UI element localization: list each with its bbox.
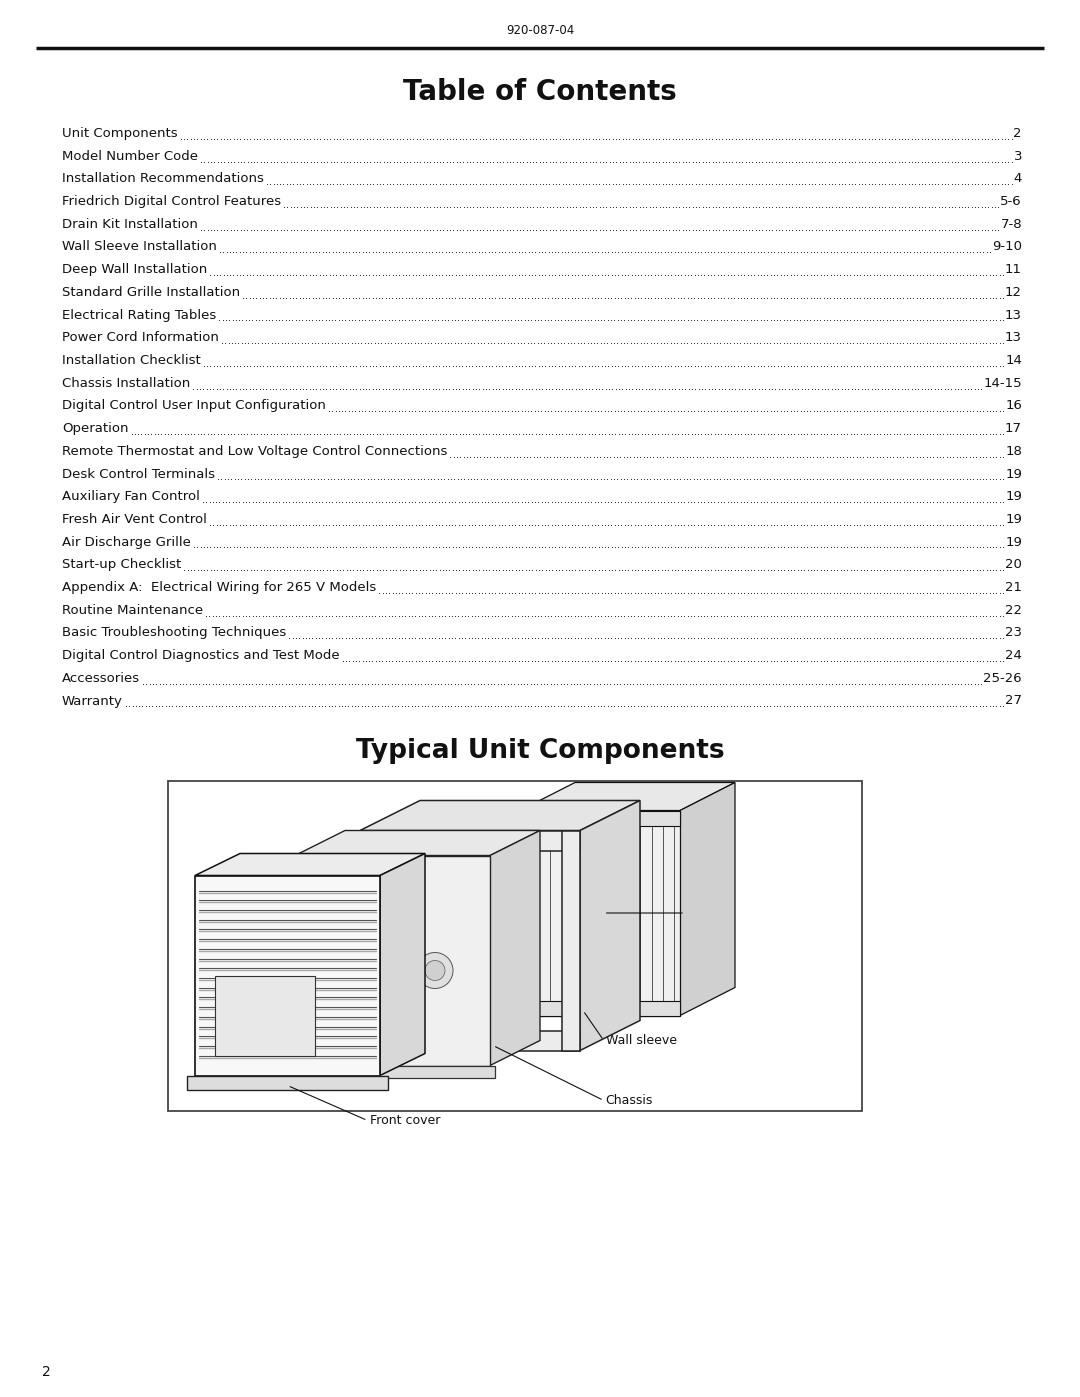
- Text: 5-6: 5-6: [1000, 196, 1022, 208]
- Text: 12: 12: [1005, 286, 1022, 299]
- Text: Accessories: Accessories: [62, 672, 140, 685]
- Text: Wall sleeve: Wall sleeve: [606, 1034, 677, 1046]
- Bar: [168, 781, 862, 1111]
- Text: Outdoor grille: Outdoor grille: [606, 907, 692, 919]
- Text: Front cover: Front cover: [369, 1113, 440, 1127]
- Text: Friedrich Digital Control Features: Friedrich Digital Control Features: [62, 196, 281, 208]
- Circle shape: [345, 961, 365, 981]
- Text: Air Discharge Grille: Air Discharge Grille: [62, 535, 191, 549]
- Text: 19: 19: [1005, 468, 1022, 481]
- Polygon shape: [562, 830, 580, 1051]
- Text: 2: 2: [1013, 127, 1022, 140]
- Text: Chassis: Chassis: [606, 1094, 653, 1106]
- Text: 11: 11: [1005, 263, 1022, 277]
- Text: Start-up Checklist: Start-up Checklist: [62, 559, 181, 571]
- Text: Basic Troubleshooting Techniques: Basic Troubleshooting Techniques: [62, 626, 286, 640]
- Text: Desk Control Terminals: Desk Control Terminals: [62, 468, 215, 481]
- Circle shape: [384, 961, 405, 981]
- Circle shape: [377, 953, 413, 989]
- Polygon shape: [519, 810, 680, 1016]
- Polygon shape: [360, 830, 580, 851]
- Text: Electrical Rating Tables: Electrical Rating Tables: [62, 309, 216, 321]
- Text: Model Number Code: Model Number Code: [62, 149, 198, 162]
- Polygon shape: [295, 830, 540, 855]
- Text: 25-26: 25-26: [984, 672, 1022, 685]
- Text: Appendix A:  Electrical Wiring for 265 V Models: Appendix A: Electrical Wiring for 265 V …: [62, 581, 376, 594]
- Polygon shape: [519, 782, 735, 810]
- Polygon shape: [295, 855, 490, 1066]
- Polygon shape: [291, 1066, 495, 1077]
- Text: 23: 23: [1005, 626, 1022, 640]
- Text: Routine Maintenance: Routine Maintenance: [62, 604, 203, 616]
- Text: 22: 22: [1005, 604, 1022, 616]
- Text: 13: 13: [1005, 309, 1022, 321]
- Text: 21: 21: [1005, 581, 1022, 594]
- Text: 3: 3: [1013, 149, 1022, 162]
- Text: Standard Grille Installation: Standard Grille Installation: [62, 286, 240, 299]
- Polygon shape: [380, 854, 426, 1076]
- Polygon shape: [490, 830, 540, 1066]
- Text: 9-10: 9-10: [993, 240, 1022, 253]
- Text: Auxiliary Fan Control: Auxiliary Fan Control: [62, 490, 200, 503]
- Text: Power Cord Information: Power Cord Information: [62, 331, 219, 344]
- Text: Unit Components: Unit Components: [62, 127, 177, 140]
- Text: Table of Contents: Table of Contents: [403, 78, 677, 106]
- Text: Operation: Operation: [62, 422, 129, 434]
- Polygon shape: [519, 810, 680, 826]
- Polygon shape: [360, 800, 640, 830]
- Text: 19: 19: [1005, 513, 1022, 525]
- Text: 4: 4: [1014, 172, 1022, 186]
- Text: 18: 18: [1005, 444, 1022, 458]
- Polygon shape: [680, 782, 735, 1016]
- Text: 14: 14: [1005, 353, 1022, 367]
- Text: 13: 13: [1005, 331, 1022, 344]
- Text: 17: 17: [1005, 422, 1022, 434]
- Text: Warranty: Warranty: [62, 694, 123, 707]
- Text: Wall Sleeve Installation: Wall Sleeve Installation: [62, 240, 217, 253]
- Circle shape: [417, 953, 453, 989]
- Text: 920-087-04: 920-087-04: [505, 24, 575, 36]
- Text: Digital Control Diagnostics and Test Mode: Digital Control Diagnostics and Test Mod…: [62, 650, 339, 662]
- Text: 16: 16: [1005, 400, 1022, 412]
- Text: 14-15: 14-15: [984, 377, 1022, 390]
- Text: Typical Unit Components: Typical Unit Components: [355, 738, 725, 764]
- Text: Deep Wall Installation: Deep Wall Installation: [62, 263, 207, 277]
- Circle shape: [426, 961, 445, 981]
- Text: 19: 19: [1005, 535, 1022, 549]
- Text: 2: 2: [42, 1365, 51, 1379]
- Polygon shape: [360, 830, 378, 1051]
- Text: 7-8: 7-8: [1000, 218, 1022, 231]
- Circle shape: [337, 953, 373, 989]
- Text: 20: 20: [1005, 559, 1022, 571]
- Text: Installation Recommendations: Installation Recommendations: [62, 172, 264, 186]
- Polygon shape: [360, 1031, 580, 1051]
- Text: 24: 24: [1005, 650, 1022, 662]
- Text: Digital Control User Input Configuration: Digital Control User Input Configuration: [62, 400, 326, 412]
- Polygon shape: [215, 975, 315, 1056]
- Polygon shape: [519, 1000, 680, 1016]
- Polygon shape: [580, 800, 640, 1051]
- Text: 19: 19: [1005, 490, 1022, 503]
- Text: Fresh Air Vent Control: Fresh Air Vent Control: [62, 513, 207, 525]
- Polygon shape: [195, 854, 426, 876]
- Text: Remote Thermostat and Low Voltage Control Connections: Remote Thermostat and Low Voltage Contro…: [62, 444, 447, 458]
- Polygon shape: [187, 1076, 388, 1090]
- Text: 27: 27: [1005, 694, 1022, 707]
- Polygon shape: [195, 876, 380, 1076]
- Text: Drain Kit Installation: Drain Kit Installation: [62, 218, 198, 231]
- Text: Chassis Installation: Chassis Installation: [62, 377, 190, 390]
- Text: Installation Checklist: Installation Checklist: [62, 353, 201, 367]
